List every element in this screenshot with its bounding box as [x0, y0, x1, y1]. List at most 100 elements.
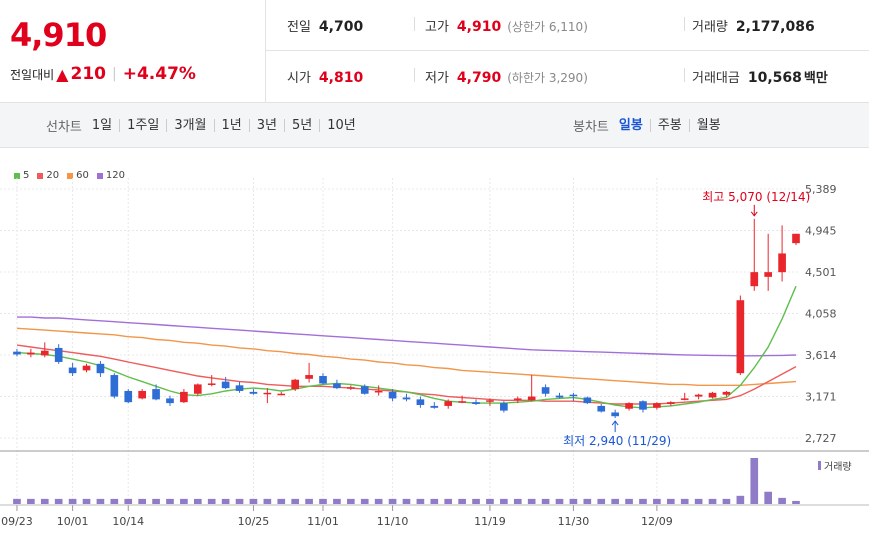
candle-body	[416, 399, 425, 405]
volume-bar	[444, 498, 453, 504]
change-label: 전일대비	[10, 67, 55, 82]
candle-body	[305, 375, 313, 379]
candle-body	[249, 391, 258, 394]
period-1w[interactable]: 1주일	[119, 119, 166, 132]
volume-bar	[666, 498, 675, 504]
volume-bar	[347, 498, 355, 504]
candle-body	[347, 387, 355, 389]
candle-body	[207, 383, 216, 385]
volume-bar	[54, 498, 63, 504]
y-tick-label: 4,945	[805, 225, 837, 238]
current-price: 4,910	[10, 16, 107, 54]
volume-bar	[472, 498, 480, 504]
candle-body	[221, 381, 230, 389]
x-tick-label: 11/10	[377, 515, 409, 528]
candle-body	[291, 379, 300, 390]
volume-bar	[263, 498, 272, 504]
candle-body	[750, 272, 759, 287]
legend-item: 60	[67, 170, 89, 181]
candle-body	[708, 392, 717, 398]
y-tick-label: 4,501	[805, 266, 837, 279]
volume-bar	[291, 498, 300, 504]
volume-bar	[486, 498, 494, 504]
divider	[414, 68, 415, 82]
candle-body	[54, 347, 63, 362]
max-annotation: 최고 5,070 (12/14)	[702, 190, 810, 204]
volume-bar	[138, 498, 146, 504]
volume-bar	[611, 498, 619, 504]
volume-bar	[708, 498, 717, 504]
volume-bar	[277, 498, 286, 504]
candle-body	[555, 395, 564, 398]
legend-item: 20	[37, 170, 59, 181]
volume-bar	[221, 498, 230, 504]
candle-body	[319, 375, 327, 384]
candle-body	[778, 253, 786, 273]
candle-body	[124, 390, 133, 403]
candle-body	[402, 397, 411, 400]
line-chart-periods: 선차트 1일 1주일 3개월 1년 3년 5년 10년	[46, 116, 363, 135]
volume-bar	[639, 498, 647, 504]
volume-bar	[166, 498, 174, 504]
up-arrow-icon: ▲	[56, 64, 69, 84]
divider	[684, 17, 685, 31]
period-3y[interactable]: 3년	[248, 119, 284, 132]
x-tick-label: 10/25	[238, 515, 270, 528]
period-5y[interactable]: 5년	[284, 119, 319, 132]
divider: |	[111, 66, 117, 82]
period-10y[interactable]: 10년	[319, 119, 363, 132]
price-box: 4,910 전일대비 ▲ 210 | +4.47%	[0, 0, 266, 102]
candle-body	[500, 403, 508, 411]
period-3m[interactable]: 3개월	[166, 119, 213, 132]
volume-bar	[500, 498, 508, 504]
x-tick-label: 11/01	[307, 515, 339, 528]
volume-bar	[388, 498, 397, 504]
candle-monthly[interactable]: 월봉	[688, 119, 728, 132]
change-percent: +4.47%	[122, 64, 196, 84]
volume-legend-swatch	[818, 461, 821, 470]
x-tick-label: 09/23	[1, 515, 33, 528]
candle-body	[263, 392, 272, 395]
candle-body	[541, 387, 550, 394]
volume-bar	[750, 458, 759, 504]
volume-bar	[597, 498, 606, 504]
volume-bar	[40, 498, 49, 504]
quote-header: 4,910 전일대비 ▲ 210 | +4.47% 전일 4,700 고가 4,…	[0, 0, 869, 103]
volume-bar	[96, 498, 105, 504]
volume-bar	[569, 498, 578, 504]
legend-item: 5	[14, 170, 29, 181]
x-tick-label: 10/14	[112, 515, 144, 528]
candle-body	[110, 375, 119, 397]
candle-body	[569, 394, 578, 397]
period-1d[interactable]: 1일	[91, 118, 113, 133]
candle-body	[639, 401, 647, 410]
x-tick-label: 11/30	[558, 515, 590, 528]
candle-daily[interactable]: 일봉	[618, 118, 643, 133]
candle-body	[235, 385, 244, 391]
candle-body	[82, 365, 91, 371]
volume-bar	[402, 498, 411, 504]
x-tick-label: 10/01	[57, 515, 89, 528]
candle-body	[152, 389, 160, 400]
candle-weekly[interactable]: 주봉	[649, 119, 689, 132]
volume-bar	[124, 498, 133, 504]
volume-bar	[360, 498, 369, 504]
candle-body	[166, 398, 174, 404]
volume-bar	[319, 498, 327, 504]
candle-body	[597, 405, 606, 412]
candle-body	[138, 390, 146, 399]
volume-bar	[555, 498, 564, 504]
candle-body	[666, 402, 675, 405]
stat-open: 시가 4,810	[287, 70, 364, 86]
x-tick-label: 12/09	[641, 515, 673, 528]
volume-bar	[249, 498, 258, 504]
period-1y[interactable]: 1년	[213, 119, 249, 132]
candle-body	[68, 367, 77, 374]
candle-body	[388, 391, 397, 399]
volume-bar	[458, 498, 466, 504]
candle-body	[680, 398, 689, 400]
volume-bar	[374, 498, 383, 504]
candle-chart-periods: 봉차트 일봉 주봉 월봉	[573, 116, 728, 135]
candle-body	[625, 403, 633, 409]
